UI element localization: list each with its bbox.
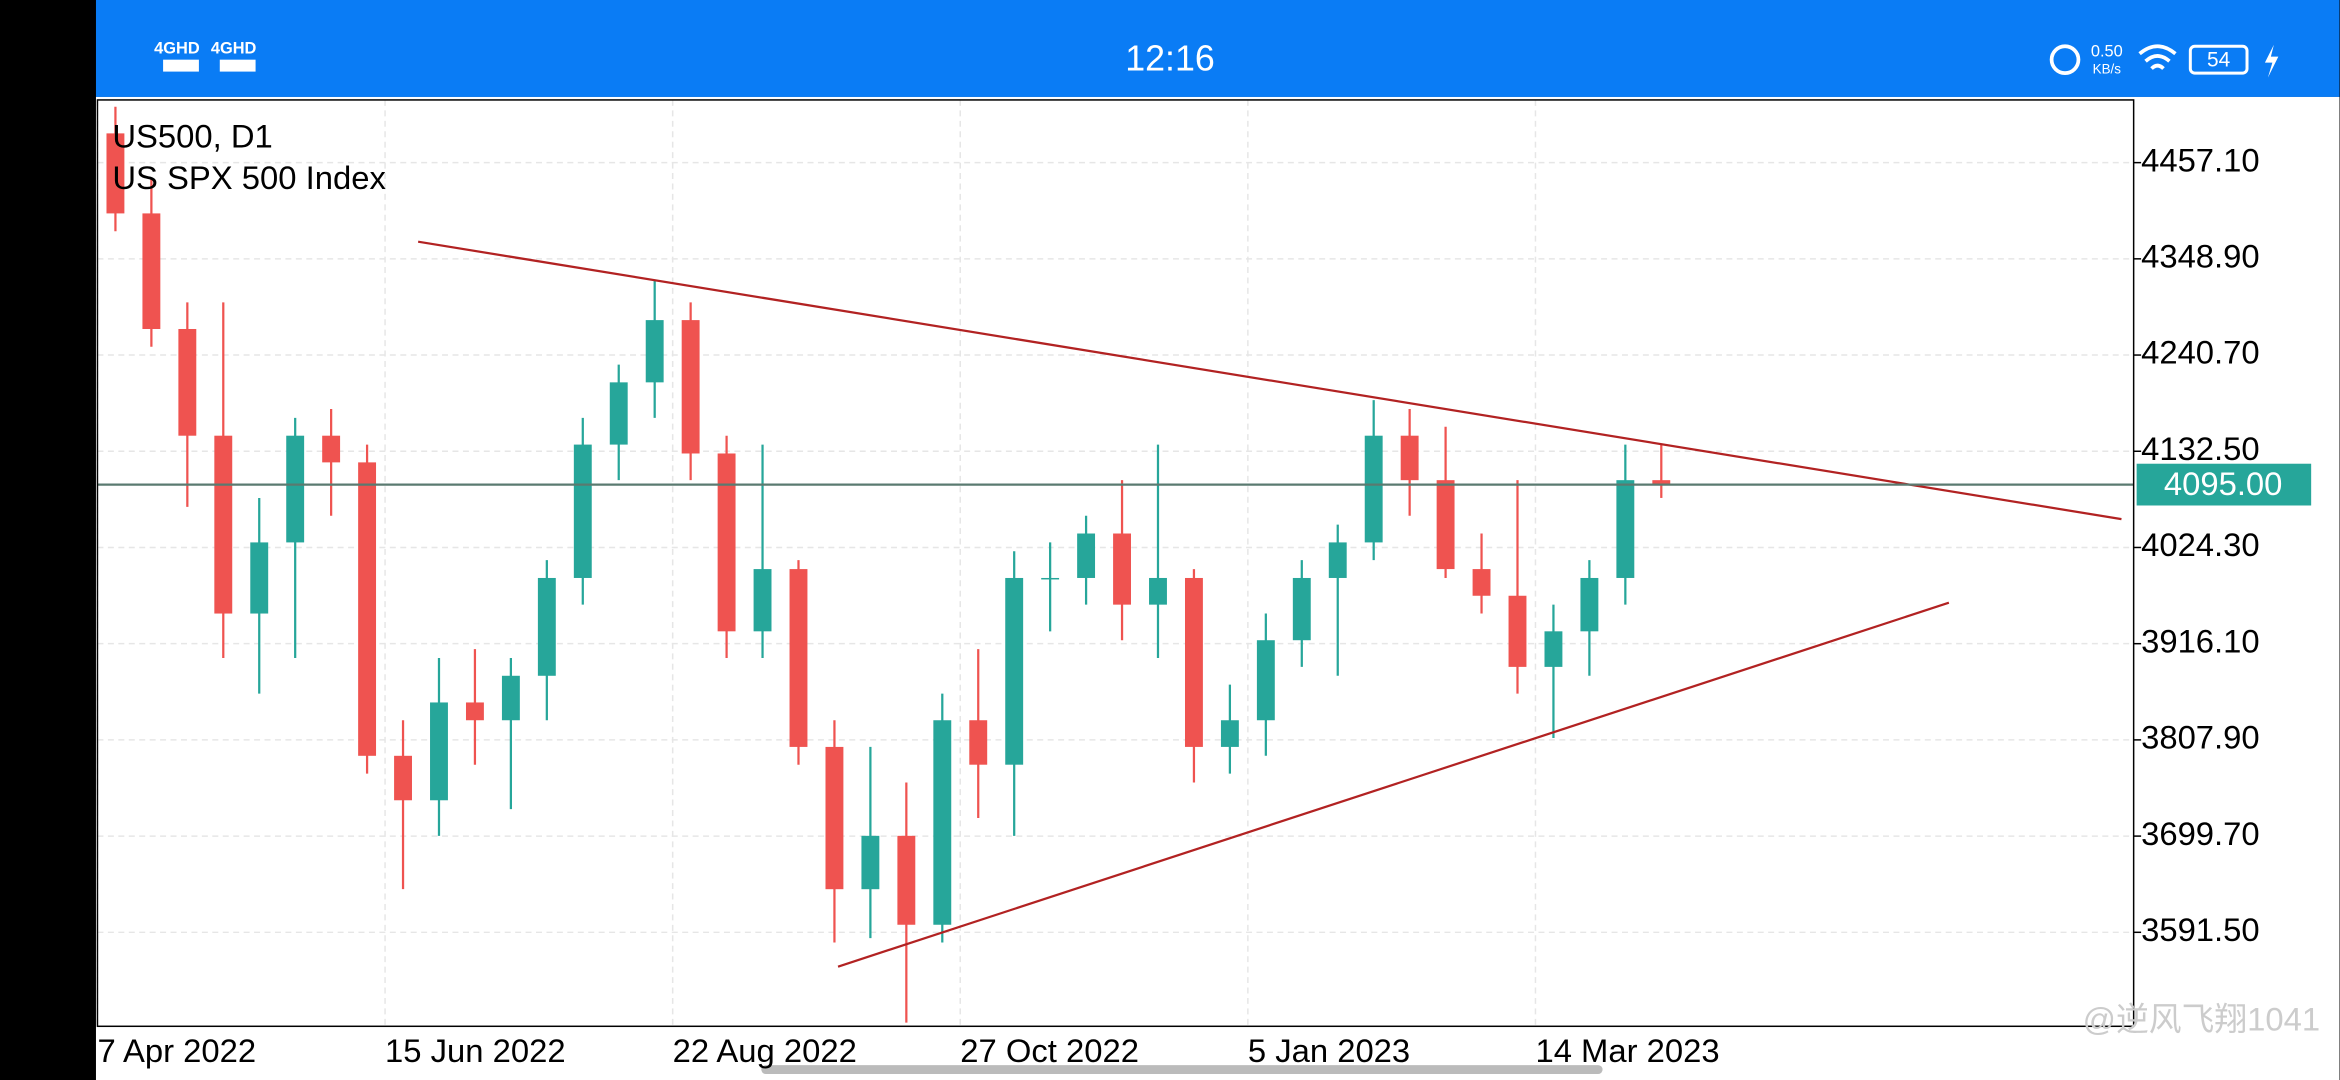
y-tick-label: 3699.70	[2141, 815, 2260, 852]
x-tick-label: 27 Oct 2022	[960, 1032, 1139, 1069]
candle-body	[142, 213, 161, 329]
network-2: 4GHD	[211, 40, 257, 58]
y-tick-label: 3807.90	[2141, 719, 2260, 756]
candle-body	[178, 328, 197, 436]
candle-body	[1328, 542, 1347, 578]
candle-body	[394, 755, 412, 801]
charging-icon	[2264, 44, 2279, 78]
candle-body	[1113, 533, 1131, 605]
candle-body	[861, 835, 880, 890]
candle-body	[1184, 577, 1203, 747]
y-tick-label: 4024.30	[2141, 526, 2260, 563]
x-tick-label: 22 Aug 2022	[673, 1032, 857, 1069]
candle-body	[1508, 595, 1527, 667]
x-tick-label: 14 Mar 2023	[1535, 1032, 1719, 1069]
candle-body	[681, 320, 700, 454]
y-tick-label: 4348.90	[2141, 238, 2260, 275]
signal-1	[163, 59, 199, 72]
chart-panel	[95, 96, 2340, 1080]
candle-body	[897, 835, 916, 925]
candle-body	[1400, 435, 1419, 481]
candle-body	[1580, 577, 1599, 632]
candle-body	[1005, 577, 1024, 765]
signal-2	[219, 59, 256, 72]
price-label: 4095.00	[2164, 465, 2283, 502]
battery-icon	[2188, 44, 2249, 75]
status-bar	[95, 0, 2340, 97]
candle-body	[1652, 480, 1671, 485]
candle-body	[1472, 569, 1491, 596]
candle-body	[1149, 577, 1167, 605]
candle-body	[465, 702, 484, 721]
candle-body	[537, 577, 556, 676]
y-tick-label: 3916.10	[2141, 622, 2260, 659]
alarm-icon	[2049, 44, 2081, 75]
candle-body	[645, 320, 664, 383]
home-indicator	[761, 1065, 1603, 1075]
candle-body	[1077, 533, 1096, 578]
battery-level: 54	[2207, 49, 2230, 72]
x-tick-label: 15 Jun 2022	[385, 1032, 566, 1069]
plot	[96, 99, 2134, 1027]
y-tick-label: 4132.50	[2141, 430, 2260, 467]
candle-body	[609, 382, 628, 445]
trend-line	[837, 601, 1950, 968]
y-tick-label: 4457.10	[2141, 141, 2260, 178]
candle-body	[250, 542, 269, 614]
candle-body	[717, 453, 736, 632]
watermark: @逆风飞翔1041	[2083, 1000, 2320, 1037]
candle-body	[1364, 435, 1383, 543]
candle-body	[501, 675, 520, 721]
candle-body	[430, 702, 448, 801]
candle-body	[358, 462, 377, 756]
net-speed: 0.50	[2091, 43, 2123, 61]
candle-body	[1041, 577, 1060, 580]
plot-frame	[96, 99, 2135, 1028]
y-tick-label: 4240.70	[2141, 334, 2260, 371]
trend-line	[417, 240, 2122, 521]
clock: 12:16	[1125, 39, 1215, 79]
candle-body	[933, 720, 952, 925]
chart-title: US500, D1	[112, 117, 272, 154]
candle-body	[322, 435, 341, 463]
price-tag	[2136, 463, 2312, 506]
y-tick-label: 3591.50	[2141, 911, 2260, 948]
candle-body	[1220, 720, 1239, 747]
x-tick-label: 5 Jan 2023	[1248, 1032, 1410, 1069]
candle-body	[286, 435, 305, 543]
candle-body	[969, 720, 988, 765]
wifi-icon	[2138, 44, 2177, 71]
candle-body	[789, 569, 808, 747]
network-1: 4GHD	[154, 40, 200, 58]
candle-body	[214, 435, 233, 614]
candle-body	[753, 569, 772, 632]
candle-body	[1256, 640, 1275, 721]
candle-body	[573, 444, 592, 578]
candle-body	[106, 133, 125, 214]
candle-body	[1436, 480, 1455, 570]
candle-body	[825, 746, 844, 890]
candle-body	[1292, 577, 1311, 641]
candle-body	[1544, 631, 1563, 667]
candle-body	[1616, 480, 1635, 578]
chart-subtitle: US SPX 500 Index	[112, 159, 386, 196]
x-tick-label: 7 Apr 2022	[97, 1032, 256, 1069]
net-speed-unit: KB/s	[2093, 62, 2122, 77]
